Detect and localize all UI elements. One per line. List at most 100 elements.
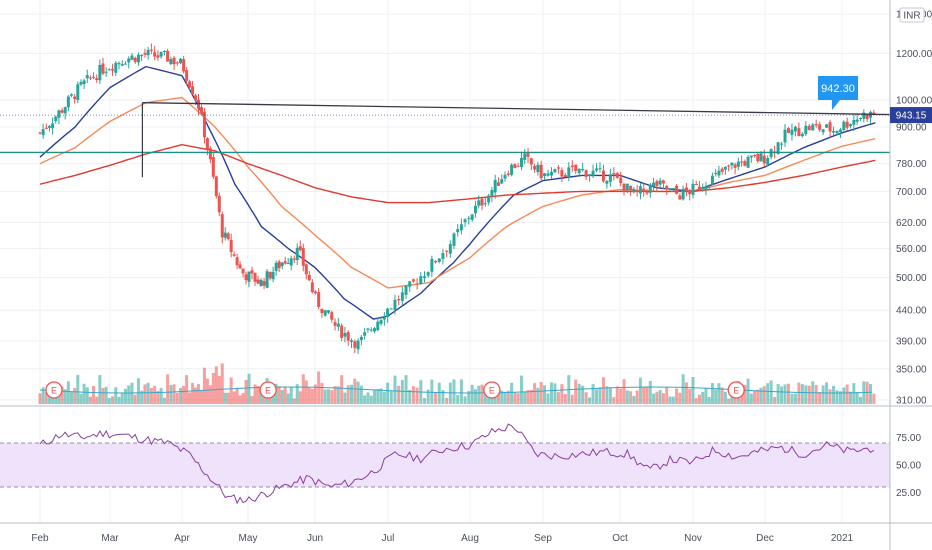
candle-body[interactable] — [169, 59, 173, 64]
candle-body[interactable] — [393, 299, 397, 311]
candle-body[interactable] — [529, 158, 533, 165]
candle-body[interactable] — [223, 232, 227, 238]
candle-body[interactable] — [268, 272, 272, 279]
candle-body[interactable] — [635, 190, 639, 192]
candle-body[interactable] — [642, 188, 646, 191]
candle-body[interactable] — [441, 253, 445, 259]
candle-body[interactable] — [681, 188, 685, 200]
candle-body[interactable] — [710, 175, 714, 185]
candle-body[interactable] — [298, 246, 302, 251]
candle-body[interactable] — [733, 164, 737, 168]
candle-body[interactable] — [194, 95, 198, 101]
candle-body[interactable] — [379, 320, 383, 324]
candle-body[interactable] — [743, 161, 747, 166]
candle-body[interactable] — [543, 173, 547, 177]
candle-body[interactable] — [430, 258, 434, 272]
candle-body[interactable] — [73, 96, 77, 100]
candle-body[interactable] — [691, 183, 695, 195]
candle-body[interactable] — [333, 322, 337, 326]
candle-body[interactable] — [661, 180, 665, 184]
candle-body[interactable] — [172, 57, 176, 65]
candle-body[interactable] — [301, 248, 305, 266]
candle-body[interactable] — [63, 107, 67, 114]
candle-body[interactable] — [159, 51, 163, 57]
candle-body[interactable] — [386, 308, 390, 317]
candle-body[interactable] — [533, 165, 537, 170]
candle-body[interactable] — [241, 268, 245, 274]
candle-body[interactable] — [500, 179, 504, 184]
candle-body[interactable] — [259, 279, 263, 287]
candle-body[interactable] — [47, 125, 51, 128]
candle-body[interactable] — [327, 310, 331, 313]
candle-body[interactable] — [366, 328, 370, 330]
candle-body[interactable] — [60, 110, 64, 113]
candle-body[interactable] — [79, 82, 83, 85]
candle-body[interactable] — [727, 165, 731, 167]
candle-body[interactable] — [372, 328, 376, 332]
candle-body[interactable] — [376, 321, 380, 331]
candle-body[interactable] — [549, 171, 553, 176]
candle-body[interactable] — [422, 276, 426, 279]
candle-body[interactable] — [838, 129, 842, 133]
candle-body[interactable] — [120, 64, 124, 66]
candle-body[interactable] — [437, 258, 441, 262]
candle-body[interactable] — [615, 173, 619, 178]
candle-body[interactable] — [780, 143, 784, 145]
candle-body[interactable] — [503, 174, 507, 179]
candle-body[interactable] — [208, 148, 212, 160]
candle-body[interactable] — [577, 168, 581, 174]
candle-body[interactable] — [117, 63, 121, 65]
candle-body[interactable] — [419, 276, 423, 285]
candle-body[interactable] — [188, 81, 192, 88]
candle-body[interactable] — [506, 173, 510, 176]
candle-body[interactable] — [835, 130, 839, 134]
candle-body[interactable] — [38, 132, 42, 134]
candle-body[interactable] — [85, 75, 89, 79]
candle-body[interactable] — [456, 229, 460, 233]
candle-body[interactable] — [612, 173, 616, 175]
candle-body[interactable] — [235, 257, 239, 266]
candle-body[interactable] — [136, 54, 140, 63]
candle-body[interactable] — [277, 261, 281, 269]
candle-body[interactable] — [205, 138, 209, 150]
candle-body[interactable] — [185, 70, 189, 81]
candle-body[interactable] — [872, 112, 876, 115]
candle-body[interactable] — [619, 177, 623, 184]
candle-body[interactable] — [645, 192, 649, 194]
candle-body[interactable] — [556, 167, 560, 169]
candle-body[interactable] — [567, 167, 571, 178]
candle-body[interactable] — [286, 262, 290, 264]
candle-body[interactable] — [648, 184, 652, 193]
candle-body[interactable] — [588, 174, 592, 176]
candle-body[interactable] — [622, 183, 626, 192]
candle-body[interactable] — [280, 262, 284, 267]
candle-body[interactable] — [523, 153, 527, 160]
candle-body[interactable] — [701, 187, 705, 189]
candle-body[interactable] — [487, 195, 491, 203]
candle-body[interactable] — [467, 218, 471, 220]
candle-body[interactable] — [452, 233, 456, 246]
candle-body[interactable] — [493, 179, 497, 193]
candle-body[interactable] — [707, 186, 711, 188]
candle-body[interactable] — [336, 323, 340, 327]
candle-body[interactable] — [70, 94, 73, 96]
candle-body[interactable] — [671, 188, 675, 190]
candle-body[interactable] — [271, 271, 275, 280]
candle-body[interactable] — [652, 182, 656, 187]
candle-body[interactable] — [320, 308, 324, 314]
candle-body[interactable] — [560, 170, 564, 177]
candle-body[interactable] — [191, 86, 195, 95]
candle-body[interactable] — [229, 239, 233, 252]
candle-body[interactable] — [101, 63, 105, 74]
candle-body[interactable] — [688, 190, 692, 195]
candle-body[interactable] — [415, 283, 419, 285]
candle-body[interactable] — [54, 116, 58, 122]
candle-body[interactable] — [678, 195, 682, 200]
candle-body[interactable] — [845, 121, 849, 128]
candle-body[interactable] — [852, 120, 856, 125]
candle-body[interactable] — [330, 312, 334, 320]
candle-body[interactable] — [740, 161, 744, 163]
candle-body[interactable] — [317, 292, 321, 307]
candle-body[interactable] — [516, 165, 520, 167]
candle-body[interactable] — [546, 173, 550, 176]
